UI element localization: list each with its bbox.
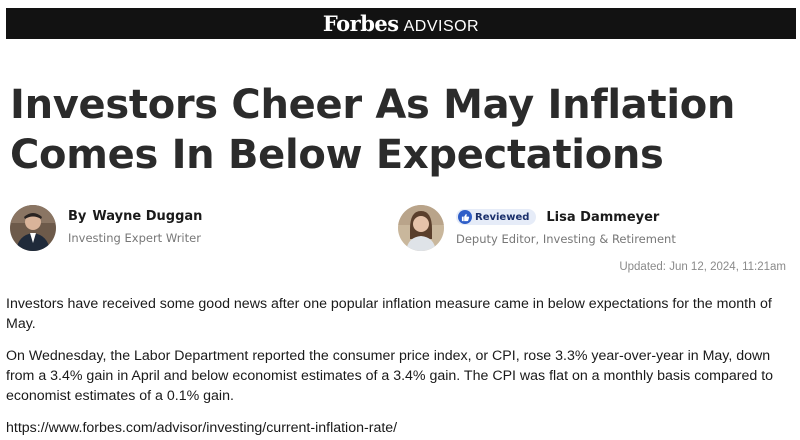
author-avatar[interactable] — [10, 205, 56, 251]
author-byline: By Wayne Duggan Investing Expert Writer — [10, 205, 202, 251]
author-name[interactable]: Wayne Duggan — [92, 209, 203, 224]
updated-timestamp: Updated: Jun 12, 2024, 11:21am — [619, 261, 786, 273]
forbes-advisor-logo[interactable]: Forbes ADVISOR — [323, 11, 479, 36]
source-url[interactable]: https://www.forbes.com/advisor/investing… — [6, 420, 398, 436]
reviewer-name[interactable]: Lisa Dammeyer — [546, 209, 660, 225]
brand-name: Forbes — [322, 11, 399, 36]
reviewer-byline: Reviewed Lisa Dammeyer Deputy Editor, In… — [398, 205, 676, 251]
author-title: Investing Expert Writer — [68, 231, 201, 245]
brand-sub: ADVISOR — [403, 18, 480, 35]
article-paragraph-2: On Wednesday, the Labor Department repor… — [6, 348, 774, 404]
headline-line-1: Investors Cheer As May Inflation — [10, 82, 736, 128]
reviewer-title: Deputy Editor, Investing & Retirement — [456, 232, 676, 246]
site-header: Forbes ADVISOR — [6, 8, 796, 39]
thumbs-up-icon — [458, 210, 472, 224]
article-headline: Investors Cheer As May Inflation Comes I… — [10, 80, 770, 180]
article-paragraph-1: Investors have received some good news a… — [6, 296, 772, 332]
by-label: By — [68, 209, 87, 224]
reviewed-label: Reviewed — [475, 211, 530, 223]
headline-line-2: Comes In Below Expectations — [10, 132, 664, 178]
reviewed-badge: Reviewed — [456, 209, 537, 225]
reviewer-avatar[interactable] — [398, 205, 444, 251]
